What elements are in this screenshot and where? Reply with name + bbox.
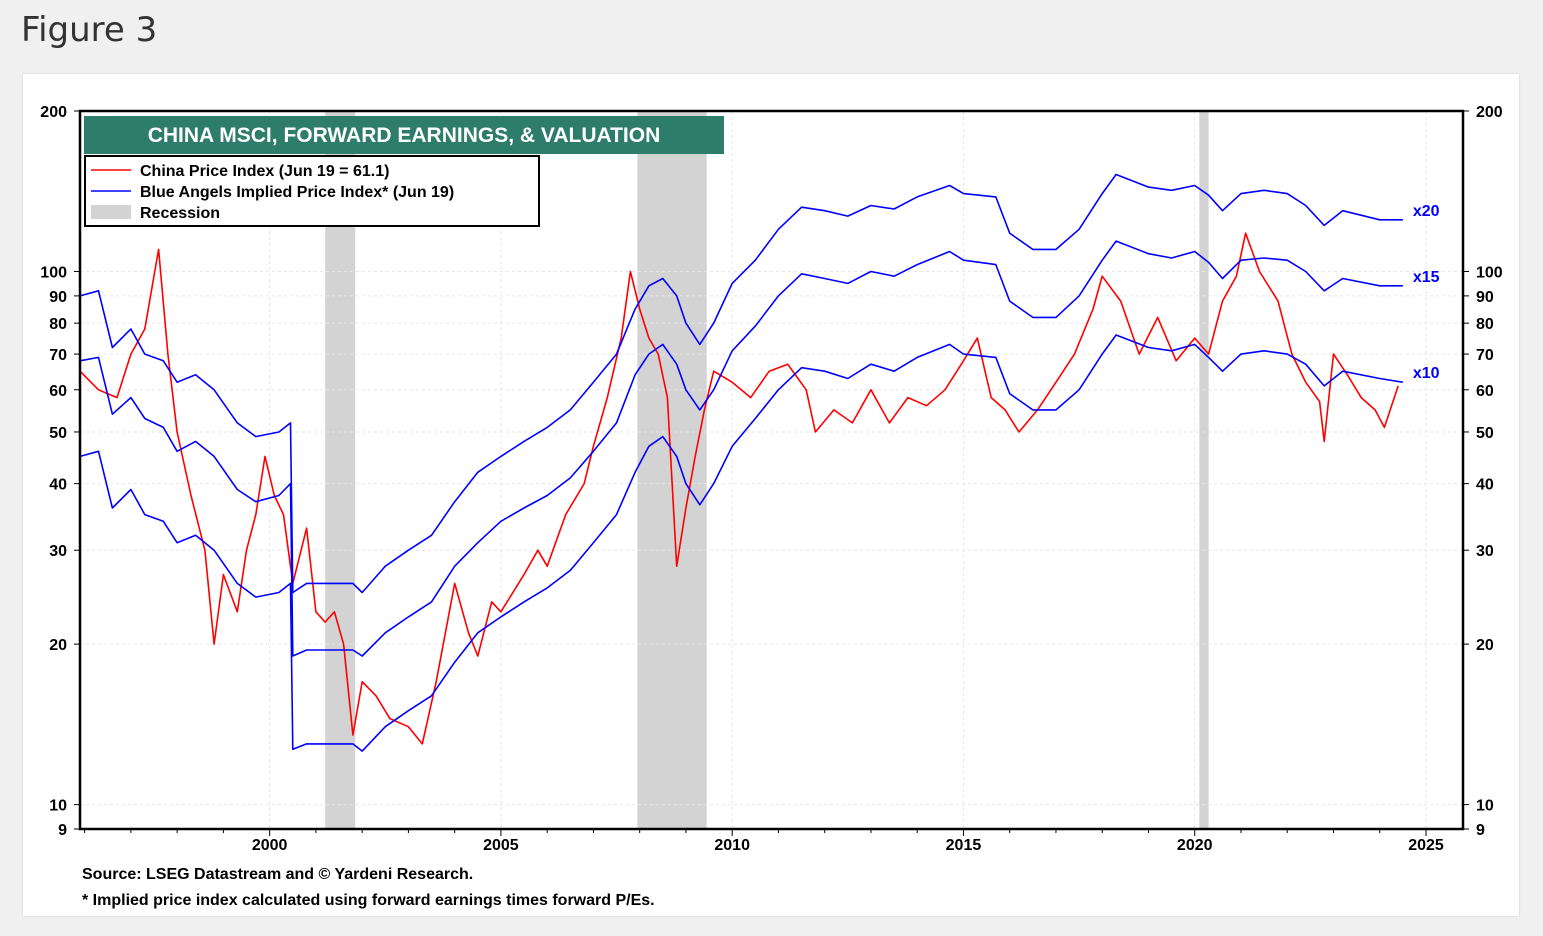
chart-title: CHINA MSCI, FORWARD EARNINGS, & VALUATIO… bbox=[148, 124, 661, 147]
y-tick-label-left: 50 bbox=[49, 425, 67, 442]
chart-svg: 200 200 100 100 90 90 80 80 70 70 60 60 50 50 40 40 30 30… bbox=[40, 104, 1503, 854]
y-tick-label-right: 50 bbox=[1476, 425, 1494, 442]
y-tick-label-left: 20 bbox=[49, 637, 67, 654]
y-tick-label-left: 80 bbox=[49, 316, 67, 333]
y-tick-label-right: 9 bbox=[1476, 822, 1485, 839]
recession-band bbox=[1199, 111, 1209, 829]
legend-label: Recession bbox=[140, 205, 220, 222]
y-tick-label-right: 200 bbox=[1476, 104, 1503, 121]
legend-box bbox=[84, 155, 540, 227]
y-tick-label-left: 9 bbox=[58, 822, 67, 839]
figure-title: Figure 3 bbox=[21, 10, 158, 50]
title-band bbox=[84, 116, 724, 154]
y-tick-label-left: 70 bbox=[49, 347, 67, 364]
x-tick-label: 2000 bbox=[252, 837, 288, 854]
y-tick-label-left: 200 bbox=[40, 104, 67, 121]
y-tick-label-right: 70 bbox=[1476, 347, 1494, 364]
y-tick-label-right: 40 bbox=[1476, 477, 1494, 494]
y-tick-label-left: 60 bbox=[49, 383, 67, 400]
series-line-x15 bbox=[79, 240, 1403, 657]
y-tick-label-right: 30 bbox=[1476, 543, 1494, 560]
y-tick-label-left: 90 bbox=[49, 289, 67, 306]
y-tick-label-right: 100 bbox=[1476, 264, 1503, 281]
y-tick-label-right: 20 bbox=[1476, 637, 1494, 654]
footnote: * Implied price index calculated using f… bbox=[82, 892, 655, 909]
x-tick-label: 2015 bbox=[946, 837, 982, 854]
legend-label: Blue Angels Implied Price Index* (Jun 19… bbox=[140, 184, 454, 201]
series-line-x10 bbox=[79, 334, 1404, 752]
y-tick-label-left: 40 bbox=[49, 477, 67, 494]
legend-swatch-band bbox=[91, 205, 131, 219]
series-label-x15: x15 bbox=[1413, 269, 1440, 286]
x-tick-label: 2005 bbox=[483, 837, 519, 854]
series-label-x10: x10 bbox=[1413, 365, 1440, 382]
series-label-x20: x20 bbox=[1413, 203, 1440, 220]
plot-frame bbox=[78, 109, 1465, 831]
y-tick-label-left: 10 bbox=[49, 798, 67, 815]
chart-card: 200 200 100 100 90 90 80 80 70 70 60 60 50 50 40 40 30 30… bbox=[23, 74, 1519, 916]
y-tick-label-right: 10 bbox=[1476, 798, 1494, 815]
series-line-china-price bbox=[79, 232, 1399, 745]
x-tick-label: 2025 bbox=[1408, 837, 1444, 854]
series-line-x20 bbox=[79, 173, 1403, 594]
y-tick-label-right: 90 bbox=[1476, 289, 1494, 306]
y-tick-label-left: 100 bbox=[40, 264, 67, 281]
y-tick-label-left: 30 bbox=[49, 543, 67, 560]
x-tick-label: 2020 bbox=[1177, 837, 1213, 854]
y-tick-label-right: 80 bbox=[1476, 316, 1494, 333]
legend-label: China Price Index (Jun 19 = 61.1) bbox=[140, 163, 389, 180]
source-note: Source: LSEG Datastream and © Yardeni Re… bbox=[82, 866, 474, 883]
x-tick-label: 2010 bbox=[714, 837, 750, 854]
y-tick-label-right: 60 bbox=[1476, 383, 1494, 400]
